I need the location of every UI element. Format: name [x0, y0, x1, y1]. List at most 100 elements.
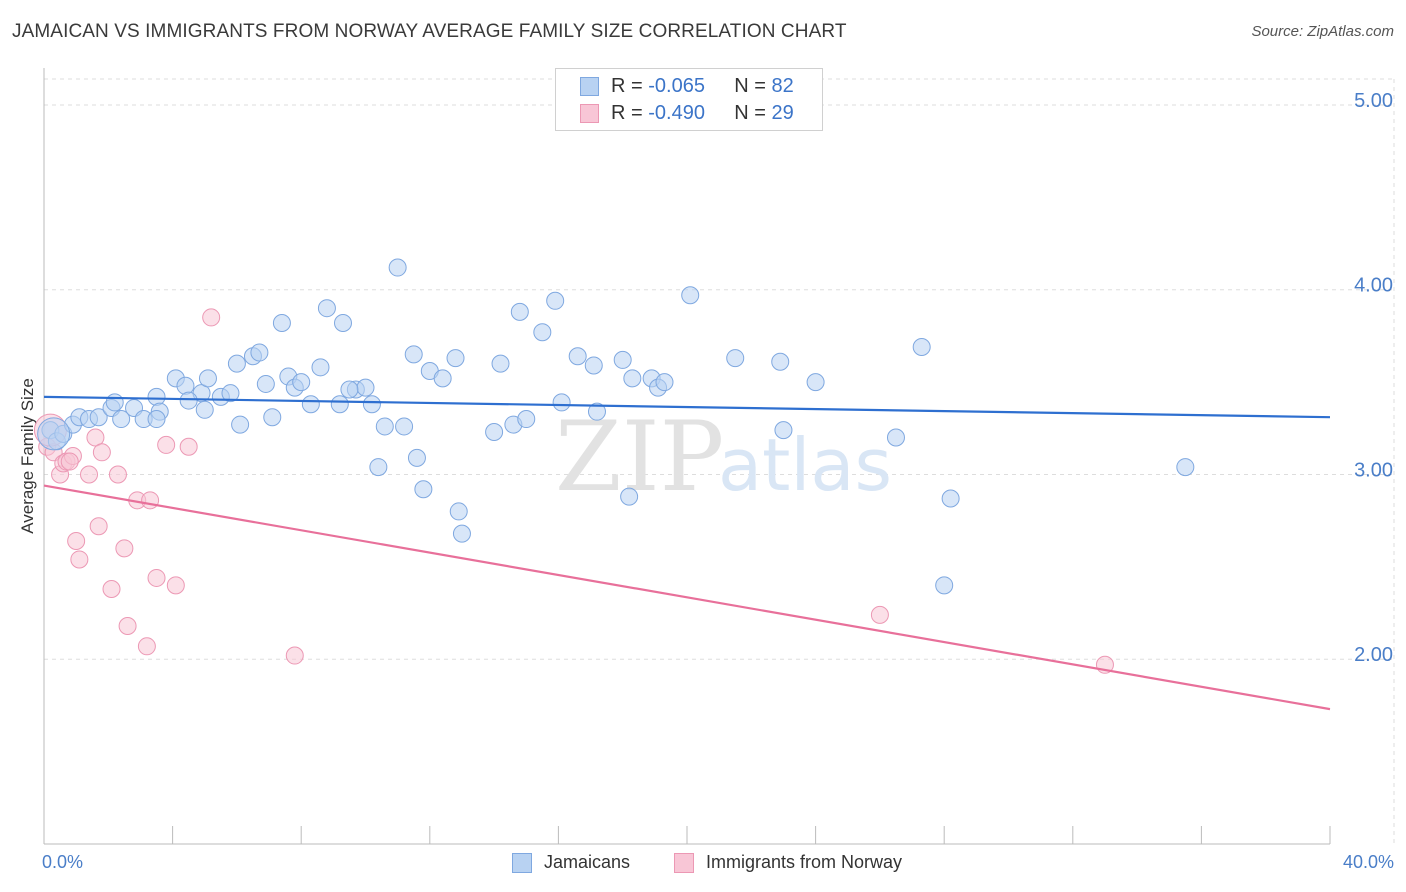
- data-point: [115, 539, 134, 558]
- data-point: [311, 358, 330, 377]
- data-point: [681, 286, 700, 305]
- watermark-atlas: atlas: [718, 423, 892, 507]
- y-tick-labels: 5.00 4.00 3.00 2.00: [1354, 90, 1393, 666]
- data-point: [546, 291, 565, 310]
- series-jamaicans: [37, 258, 1195, 595]
- data-point: [587, 402, 606, 421]
- data-point: [870, 605, 889, 624]
- data-point: [250, 343, 269, 362]
- data-point: [179, 437, 198, 456]
- data-point: [1176, 458, 1195, 477]
- data-point: [80, 465, 99, 484]
- r-label: R =: [611, 74, 643, 97]
- data-point: [70, 550, 89, 569]
- data-point: [452, 524, 471, 543]
- r-value: -0.490: [648, 101, 705, 124]
- data-point: [89, 517, 108, 536]
- data-point: [433, 369, 452, 388]
- swatch-pink: [580, 103, 599, 123]
- data-point: [330, 395, 349, 414]
- data-point: [147, 387, 166, 406]
- data-point: [414, 480, 433, 499]
- data-point: [388, 258, 407, 277]
- y-tick-label: 2.00: [1354, 644, 1393, 666]
- y-tick-label: 4.00: [1354, 275, 1393, 297]
- data-point: [285, 646, 304, 665]
- data-point: [333, 313, 352, 332]
- series-immigrants-norway: [33, 308, 1114, 674]
- data-point: [407, 448, 426, 467]
- trend-lines: [43, 395, 1331, 711]
- data-point: [108, 465, 127, 484]
- data-point: [449, 502, 468, 521]
- data-point: [533, 323, 552, 342]
- data-point: [157, 435, 176, 454]
- data-point: [89, 408, 108, 427]
- data-point: [620, 487, 639, 506]
- data-point: [292, 373, 311, 392]
- x-tick-min: 0.0%: [42, 852, 84, 872]
- data-point: [301, 395, 320, 414]
- data-point: [67, 531, 86, 550]
- swatch-pink: [674, 852, 694, 873]
- axes: [43, 68, 1331, 845]
- data-point: [362, 395, 381, 414]
- data-point: [375, 417, 394, 436]
- data-point: [141, 491, 160, 510]
- watermark-zip: ZIP: [555, 401, 724, 513]
- data-point: [37, 417, 71, 451]
- data-point: [584, 356, 603, 375]
- data-point: [510, 302, 529, 321]
- data-point: [623, 369, 642, 388]
- trend-line: [43, 395, 1331, 419]
- data-point: [231, 415, 250, 434]
- legend-item-norway: Immigrants from Norway: [674, 852, 902, 873]
- legend-item-jamaicans: Jamaicans: [512, 852, 630, 873]
- data-point: [105, 393, 124, 412]
- data-point: [179, 391, 198, 410]
- data-point: [886, 428, 905, 447]
- data-point: [568, 347, 587, 366]
- data-point: [137, 637, 156, 656]
- data-point: [272, 313, 291, 332]
- data-point: [317, 299, 336, 318]
- data-point: [935, 576, 954, 595]
- data-point: [112, 410, 131, 429]
- legend-label: Immigrants from Norway: [706, 852, 903, 872]
- data-point: [806, 373, 825, 392]
- data-point: [552, 393, 571, 412]
- data-point: [941, 489, 960, 508]
- data-point: [256, 374, 275, 393]
- data-point: [726, 349, 745, 368]
- data-point: [263, 408, 282, 427]
- data-point: [340, 380, 359, 399]
- data-point: [655, 373, 674, 392]
- data-point: [404, 345, 423, 364]
- watermark: ZIP atlas: [555, 401, 892, 513]
- data-point: [517, 410, 536, 429]
- data-point: [369, 458, 388, 477]
- data-point: [202, 308, 221, 327]
- data-point: [613, 350, 632, 369]
- data-point: [774, 421, 793, 440]
- y-tick-label: 5.00: [1354, 90, 1393, 112]
- n-label: N =: [734, 74, 766, 97]
- swatch-blue: [580, 76, 599, 96]
- n-label: N =: [734, 101, 766, 124]
- data-point: [195, 400, 214, 419]
- data-point: [912, 337, 931, 356]
- data-point: [198, 369, 217, 388]
- data-point: [92, 443, 111, 462]
- trend-line: [43, 484, 1331, 711]
- data-point: [395, 417, 414, 436]
- data-point: [102, 580, 121, 599]
- n-value: 82: [771, 74, 794, 97]
- swatch-blue: [512, 852, 532, 873]
- data-point: [166, 576, 185, 595]
- data-point: [176, 376, 195, 395]
- data-point: [227, 354, 246, 373]
- n-value: 29: [771, 101, 794, 124]
- data-point: [147, 568, 166, 587]
- stats-row-jamaicans: R = -0.065 N = 82: [580, 73, 794, 99]
